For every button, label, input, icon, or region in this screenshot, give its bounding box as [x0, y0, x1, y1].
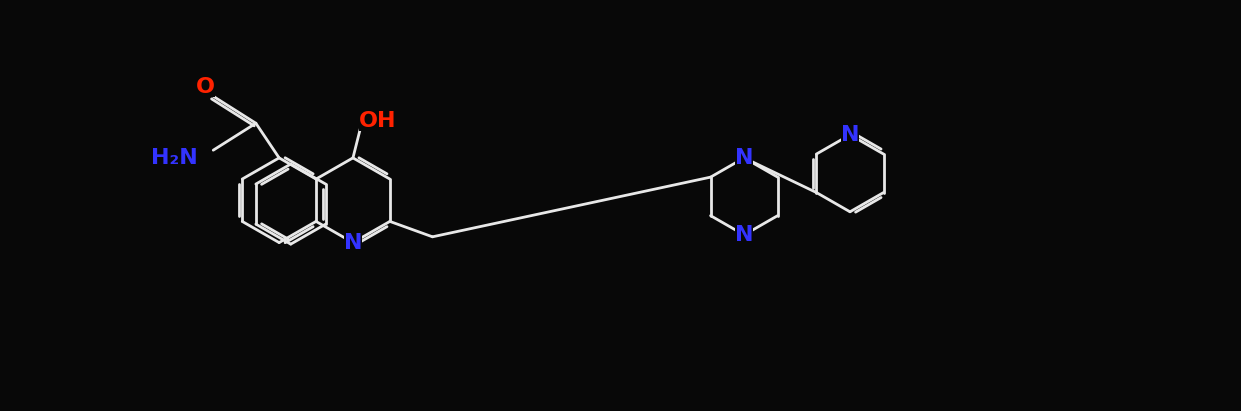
Text: N: N — [840, 125, 859, 145]
Text: H₂N: H₂N — [151, 148, 197, 168]
Text: N: N — [344, 233, 362, 253]
Text: N: N — [735, 148, 753, 168]
Text: N: N — [735, 225, 753, 245]
Text: OH: OH — [359, 111, 397, 131]
Text: O: O — [196, 77, 215, 97]
